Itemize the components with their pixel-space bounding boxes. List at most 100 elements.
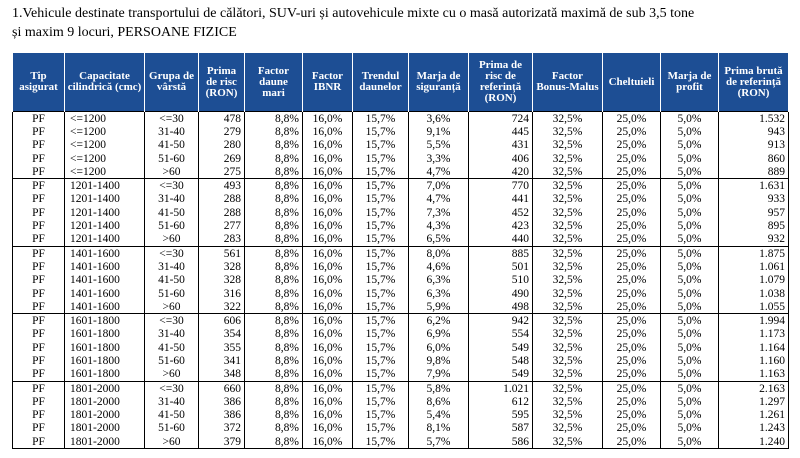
table-cell: 8,8% xyxy=(244,165,303,180)
table-cell: 1801-2000 xyxy=(64,395,145,409)
table-cell: 15,7% xyxy=(352,232,409,247)
table-cell: 15,7% xyxy=(352,111,409,126)
table-cell: 15,7% xyxy=(352,151,409,166)
table-row: PF 1401-1600 41-50 328 8,8% 16,0% 15,7% 6,3% 510… xyxy=(12,273,789,287)
table-cell: 4,7% xyxy=(408,192,469,207)
table-cell: 279 xyxy=(198,125,245,139)
table-cell: 8,8% xyxy=(244,421,303,436)
column-header: Grupa de vârstă xyxy=(144,53,199,112)
table-cell: PF xyxy=(12,178,65,193)
table-cell: >60 xyxy=(144,232,199,247)
table-cell: 5,0% xyxy=(660,408,719,422)
table-cell: 8,8% xyxy=(244,286,303,301)
table-cell: 25,0% xyxy=(602,125,661,139)
table-cell: 32,5% xyxy=(532,300,603,315)
table-cell: 31-40 xyxy=(144,327,199,342)
table-cell: 5,0% xyxy=(660,341,719,355)
table-row: PF <=1200 <=30 478 8,8% 16,0% 15,7% 3,6% 724 32,5… xyxy=(12,111,789,126)
table-cell: 8,8% xyxy=(244,327,303,342)
table-cell: 8,8% xyxy=(244,354,303,368)
table-cell: 328 xyxy=(198,260,245,274)
table-cell: 25,0% xyxy=(602,260,661,274)
table-cell: 6,0% xyxy=(408,341,469,355)
table-cell: 25,0% xyxy=(602,354,661,368)
table-cell: 406 xyxy=(468,151,533,166)
table-cell: 386 xyxy=(198,408,245,422)
table-cell: 51-60 xyxy=(144,151,199,166)
table-cell: 16,0% xyxy=(302,192,353,207)
column-header: Marja de profit xyxy=(660,53,719,112)
table-cell: 41-50 xyxy=(144,341,199,355)
table-cell: 4,3% xyxy=(408,219,469,233)
table-cell: 8,8% xyxy=(244,178,303,193)
table-cell: PF xyxy=(12,408,65,422)
table-cell: 8,8% xyxy=(244,273,303,287)
table-cell: 7,3% xyxy=(408,206,469,220)
table-cell: 32,5% xyxy=(532,192,603,207)
table-cell: 51-60 xyxy=(144,354,199,368)
table-cell: 15,7% xyxy=(352,380,409,396)
column-header: Capacitate cilindrică (cmc) xyxy=(64,53,145,112)
table-cell: 25,0% xyxy=(602,178,661,193)
table-cell: 586 xyxy=(468,435,533,450)
table-cell: 25,0% xyxy=(602,232,661,247)
table-cell: 51-60 xyxy=(144,219,199,233)
table-cell: PF xyxy=(12,367,65,382)
table-cell: 5,0% xyxy=(660,327,719,342)
table-cell: 322 xyxy=(198,300,245,315)
table-cell: 6,5% xyxy=(408,232,469,247)
table-cell: 25,0% xyxy=(602,313,661,328)
table-cell: 595 xyxy=(468,408,533,422)
table-cell: 8,8% xyxy=(244,151,303,166)
table-cell: 16,0% xyxy=(302,327,353,342)
table-cell: PF xyxy=(12,206,65,220)
table-cell: 549 xyxy=(468,367,533,382)
table-cell: 8,1% xyxy=(408,421,469,436)
tariff-table: Tip asigurat Capacitate cilindrică (cmc) G… xyxy=(12,53,789,450)
table-cell: 549 xyxy=(468,341,533,355)
table-cell: 8,8% xyxy=(244,380,303,396)
table-cell: 5,0% xyxy=(660,380,719,396)
table-cell: 32,5% xyxy=(532,341,603,355)
table-cell: 25,0% xyxy=(602,206,661,220)
table-cell: 1401-1600 xyxy=(64,300,145,315)
table-cell: 316 xyxy=(198,286,245,301)
table-cell: 423 xyxy=(468,219,533,233)
table-cell: PF xyxy=(12,138,65,152)
table-cell: 8,8% xyxy=(244,232,303,247)
table-cell: 8,8% xyxy=(244,245,303,261)
table-row: PF 1601-1800 41-50 355 8,8% 16,0% 15,7% 6,0% 549… xyxy=(12,341,789,355)
table-cell: 8,8% xyxy=(244,395,303,409)
table-header: Tip asigurat Capacitate cilindrică (cmc) G… xyxy=(12,53,789,112)
table-cell: 32,5% xyxy=(532,178,603,193)
table-cell: 16,0% xyxy=(302,111,353,126)
table-cell: 328 xyxy=(198,273,245,287)
table-cell: 1.079 xyxy=(718,273,789,287)
table-cell: 1801-2000 xyxy=(64,380,145,396)
table-cell: 5,0% xyxy=(660,300,719,315)
table-cell: 341 xyxy=(198,354,245,368)
column-header: Prima de risc de referință (RON) xyxy=(468,53,533,112)
table-cell: 3,3% xyxy=(408,151,469,166)
table-cell: 16,0% xyxy=(302,245,353,261)
table-cell: 5,0% xyxy=(660,219,719,233)
table-cell: <=30 xyxy=(144,313,199,328)
table-cell: 420 xyxy=(468,165,533,180)
column-header: Factor IBNR xyxy=(302,53,353,112)
table-cell: 1601-1800 xyxy=(64,367,145,382)
table-cell: 1801-2000 xyxy=(64,421,145,436)
table-cell: 8,8% xyxy=(244,435,303,450)
table-cell: 25,0% xyxy=(602,192,661,207)
table-cell: <=1200 xyxy=(64,125,145,139)
table-cell: 41-50 xyxy=(144,408,199,422)
table-cell: 15,7% xyxy=(352,354,409,368)
table-cell: 32,5% xyxy=(532,219,603,233)
table-cell: 8,6% xyxy=(408,395,469,409)
table-cell: 913 xyxy=(718,138,789,152)
table-cell: PF xyxy=(12,232,65,247)
table-cell: 6,9% xyxy=(408,327,469,342)
column-header: Prima de risc (RON) xyxy=(198,53,245,112)
table-cell: 16,0% xyxy=(302,232,353,247)
table-cell: 587 xyxy=(468,421,533,436)
table-row: PF 1801-2000 <=30 660 8,8% 16,0% 15,7% 5,8% 1.02… xyxy=(12,380,789,396)
